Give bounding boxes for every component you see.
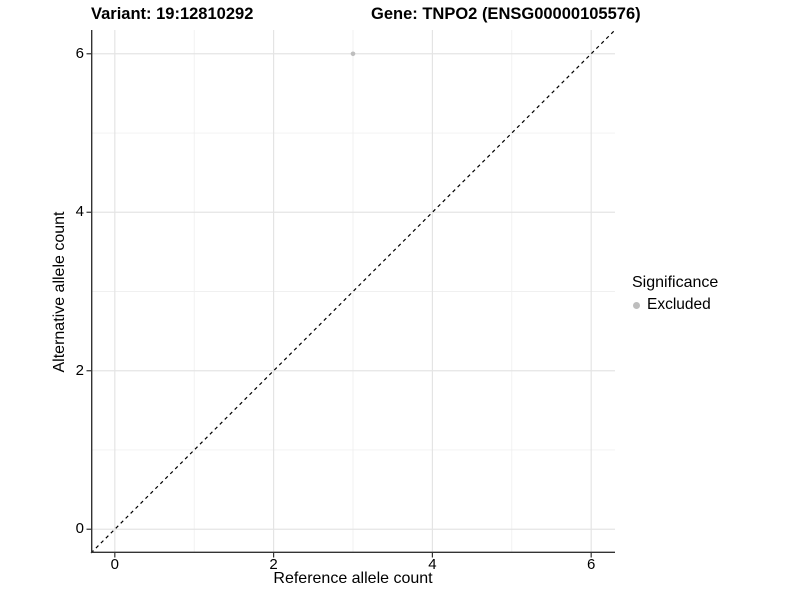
legend-point-swatch-icon xyxy=(633,301,640,309)
plot-title-variant: Variant: 19:12810292 xyxy=(91,5,254,23)
identity-dashed-line xyxy=(90,29,616,554)
x-tick-label: 4 xyxy=(428,556,437,573)
y-tick-label: 2 xyxy=(75,361,84,379)
y-tick-label: 0 xyxy=(75,520,84,538)
x-tick-label: 6 xyxy=(587,556,596,573)
legend: Significance Excluded xyxy=(632,274,718,314)
data-point xyxy=(350,51,356,57)
plot-panel xyxy=(86,29,616,558)
x-tick-label: 0 xyxy=(110,556,119,573)
legend-item-label: Excluded xyxy=(647,296,711,313)
legend-item-excluded: Excluded xyxy=(632,296,718,314)
x-tick-label: 2 xyxy=(269,556,278,573)
x-axis-title: Reference allele count xyxy=(273,570,433,587)
legend-title: Significance xyxy=(632,274,719,291)
y-axis-title: Alternative allele count xyxy=(51,211,68,373)
plot-title-gene: Gene: TNPO2 (ENSG00000105576) xyxy=(371,5,641,23)
y-tick-label: 4 xyxy=(75,203,84,221)
y-tick-label: 6 xyxy=(75,44,84,62)
